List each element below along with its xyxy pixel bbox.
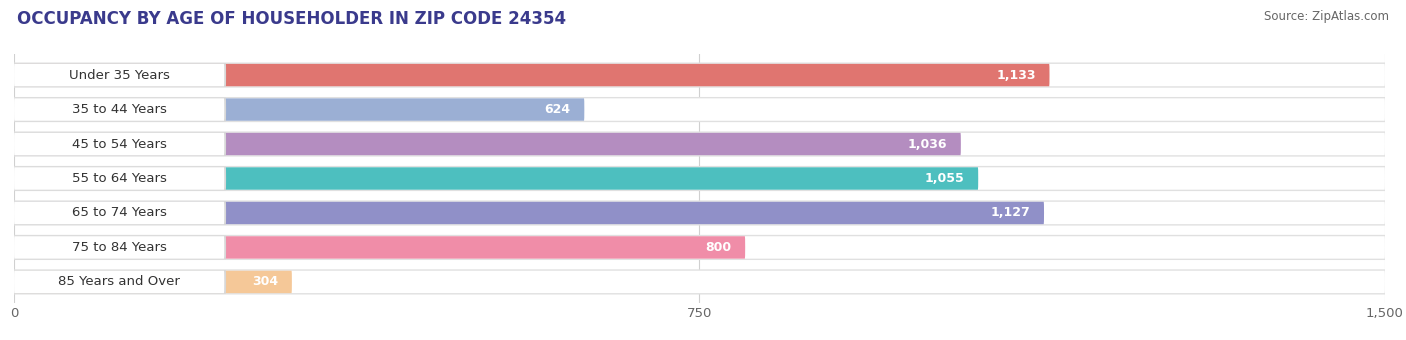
Text: 624: 624 bbox=[544, 103, 571, 116]
FancyBboxPatch shape bbox=[13, 235, 1386, 260]
FancyBboxPatch shape bbox=[14, 64, 225, 86]
FancyBboxPatch shape bbox=[14, 236, 745, 259]
FancyBboxPatch shape bbox=[13, 63, 1386, 88]
FancyBboxPatch shape bbox=[13, 132, 226, 156]
Text: 800: 800 bbox=[706, 241, 731, 254]
FancyBboxPatch shape bbox=[13, 63, 226, 87]
Text: 1,055: 1,055 bbox=[925, 172, 965, 185]
Text: 75 to 84 Years: 75 to 84 Years bbox=[72, 241, 166, 254]
FancyBboxPatch shape bbox=[14, 64, 1385, 86]
FancyBboxPatch shape bbox=[14, 271, 1385, 293]
Text: OCCUPANCY BY AGE OF HOUSEHOLDER IN ZIP CODE 24354: OCCUPANCY BY AGE OF HOUSEHOLDER IN ZIP C… bbox=[17, 10, 567, 28]
Text: Source: ZipAtlas.com: Source: ZipAtlas.com bbox=[1264, 10, 1389, 23]
Text: 65 to 74 Years: 65 to 74 Years bbox=[72, 206, 166, 220]
FancyBboxPatch shape bbox=[14, 64, 1049, 86]
FancyBboxPatch shape bbox=[14, 271, 225, 293]
Text: Under 35 Years: Under 35 Years bbox=[69, 69, 170, 82]
Text: 1,036: 1,036 bbox=[908, 137, 948, 151]
FancyBboxPatch shape bbox=[13, 166, 1386, 191]
FancyBboxPatch shape bbox=[14, 98, 225, 121]
FancyBboxPatch shape bbox=[14, 236, 1385, 259]
Text: 304: 304 bbox=[252, 275, 278, 288]
FancyBboxPatch shape bbox=[13, 167, 226, 190]
Text: 35 to 44 Years: 35 to 44 Years bbox=[72, 103, 166, 116]
FancyBboxPatch shape bbox=[14, 167, 225, 190]
FancyBboxPatch shape bbox=[14, 271, 292, 293]
FancyBboxPatch shape bbox=[13, 236, 226, 259]
FancyBboxPatch shape bbox=[13, 132, 1386, 157]
FancyBboxPatch shape bbox=[13, 98, 226, 121]
Text: 45 to 54 Years: 45 to 54 Years bbox=[72, 137, 166, 151]
FancyBboxPatch shape bbox=[13, 269, 1386, 294]
FancyBboxPatch shape bbox=[14, 236, 225, 259]
FancyBboxPatch shape bbox=[14, 133, 960, 155]
FancyBboxPatch shape bbox=[14, 98, 1385, 121]
FancyBboxPatch shape bbox=[13, 200, 1386, 225]
FancyBboxPatch shape bbox=[14, 167, 979, 190]
FancyBboxPatch shape bbox=[14, 202, 1385, 224]
Text: 85 Years and Over: 85 Years and Over bbox=[58, 275, 180, 288]
Text: 1,127: 1,127 bbox=[991, 206, 1031, 220]
FancyBboxPatch shape bbox=[14, 202, 225, 224]
FancyBboxPatch shape bbox=[13, 97, 1386, 122]
FancyBboxPatch shape bbox=[14, 98, 585, 121]
FancyBboxPatch shape bbox=[13, 270, 226, 294]
Text: 55 to 64 Years: 55 to 64 Years bbox=[72, 172, 166, 185]
FancyBboxPatch shape bbox=[14, 133, 1385, 155]
FancyBboxPatch shape bbox=[14, 202, 1045, 224]
Text: 1,133: 1,133 bbox=[997, 69, 1036, 82]
FancyBboxPatch shape bbox=[14, 133, 225, 155]
FancyBboxPatch shape bbox=[13, 201, 226, 225]
FancyBboxPatch shape bbox=[14, 167, 1385, 190]
